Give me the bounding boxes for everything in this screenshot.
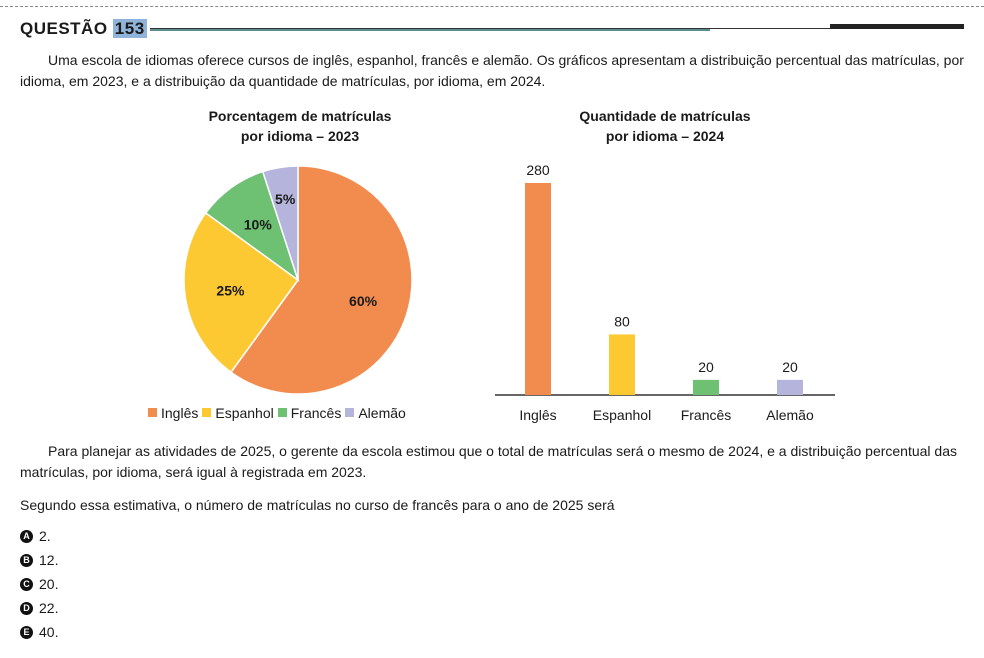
header-rule-teal [150,29,710,31]
pie-label-alemão: 5% [275,191,296,207]
pie-legend: Inglês Espanhol Francês Alemão [144,405,464,421]
bar-espanhol [609,334,635,395]
option-text: 2. [39,528,51,544]
bar-value-label: 280 [526,162,550,178]
legend-item-inglês: Inglês [144,405,198,421]
pie-slice-francês [204,170,300,282]
bar-category-label: Alemão [766,407,814,423]
bar-category-label: Francês [681,407,732,423]
bar-chart: 280 Inglês 80 Espanhol 20 Francês 20 Alemão [495,162,835,423]
legend-swatch [277,408,287,417]
legend-label: Inglês [161,405,199,421]
pie-slice-espanhol [183,211,300,374]
bar-francês [693,379,719,395]
pie-slice-alemão [261,165,299,281]
option-e[interactable]: E 40. [20,624,58,640]
pie-title-line1: Porcentagem de matrículas [208,108,392,124]
bar-category-label: Inglês [519,407,556,423]
bar-alemão [777,379,803,395]
option-c[interactable]: C 20. [20,576,58,592]
option-letter-badge: E [20,625,33,639]
bar-value-label: 80 [614,313,630,329]
option-b[interactable]: B 12. [20,552,58,568]
option-letter-badge: A [20,529,33,543]
bar-inglês [525,183,551,395]
question-prompt: Segundo essa estimativa, o número de mat… [20,497,615,513]
legend-label: Alemão [358,405,406,421]
pie-label-inglês: 60% [349,293,378,309]
option-a[interactable]: A 2. [20,528,51,544]
top-divider [0,6,984,7]
question-number: 153 [112,19,147,38]
legend-item-francês: Francês [274,405,342,421]
header-rule-accent [830,24,964,29]
pie-slice-inglês [229,165,413,395]
intro-paragraph: Uma escola de idiomas oferece cursos de … [20,52,964,89]
pie-label-francês: 10% [244,217,273,233]
legend-swatch [148,408,157,417]
context-paragraph: Para planejar as atividades de 2025, o g… [20,443,958,480]
option-text: 40. [39,624,59,640]
option-text: 12. [39,552,59,568]
bar-value-label: 20 [698,359,714,375]
legend-label: Espanhol [215,405,274,421]
question-label: QUESTÃO [20,19,108,38]
option-letter-badge: C [20,577,33,591]
legend-label: Francês [290,405,342,421]
bar-title-line1: Quantidade de matrículas [579,108,751,124]
legend-item-espanhol: Espanhol [198,405,274,421]
pie-title-line2: por idioma – 2023 [240,128,360,144]
option-letter-badge: D [20,601,33,615]
option-text: 22. [39,600,59,616]
bar-title-line2: por idioma – 2024 [605,128,725,144]
pie-chart-title: Porcentagem de matrículas por idioma – 2… [150,106,450,146]
option-text: 20. [39,576,59,592]
bar-category-label: Espanhol [593,407,651,423]
option-letter-badge: B [20,553,33,567]
option-d[interactable]: D 22. [20,600,58,616]
legend-item-alemão: Alemão [341,405,406,421]
pie-chart: 60% 25% 10%5% [183,165,413,395]
bar-chart-title: Quantidade de matrículas por idioma – 20… [515,106,815,146]
bar-value-label: 20 [782,359,798,375]
header-rule [150,28,964,29]
legend-swatch [345,408,355,417]
pie-label-espanhol: 25% [216,283,245,299]
question-header: QUESTÃO 153 [20,19,147,39]
legend-swatch [202,408,212,417]
